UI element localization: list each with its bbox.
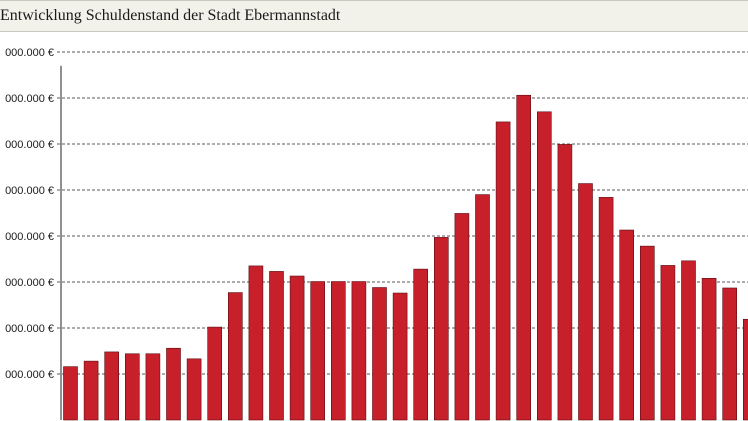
y-tick-label: 000.000 €	[5, 323, 54, 335]
bar	[228, 292, 243, 421]
bar	[104, 351, 119, 421]
tick-label-layer: 000.000 € 000.000 € 000.000 € 000.000 € 000.…	[5, 47, 54, 381]
bar	[372, 287, 387, 421]
y-tick-label: 000.000 €	[5, 139, 54, 151]
y-tick-label: 000.000 €	[5, 185, 54, 197]
bar	[516, 94, 532, 421]
bar	[433, 237, 449, 421]
bar	[742, 318, 748, 421]
bar	[536, 111, 552, 421]
bar	[681, 260, 696, 421]
bar	[63, 366, 78, 421]
y-tick-label: 000.000 €	[5, 93, 54, 105]
bar	[125, 353, 140, 421]
bar	[207, 326, 222, 421]
bar	[660, 265, 676, 421]
bar	[639, 245, 655, 421]
bar	[578, 183, 593, 421]
bar	[454, 213, 470, 421]
bar	[701, 278, 717, 421]
y-tick-label: 000.000 €	[5, 369, 54, 381]
bar	[186, 358, 202, 421]
bar	[495, 121, 511, 421]
bar	[166, 347, 181, 421]
bar	[392, 292, 408, 421]
bar	[248, 265, 264, 421]
title-bar: Entwicklung Schuldenstand der Stadt Eber…	[0, 0, 748, 32]
chart-title: Entwicklung Schuldenstand der Stadt Eber…	[0, 7, 341, 24]
bar	[619, 229, 635, 421]
bar	[351, 281, 367, 421]
bar-layer	[63, 94, 748, 421]
bar	[330, 281, 346, 421]
y-tick-label: 000.000 €	[5, 231, 54, 243]
bar	[413, 268, 429, 421]
bar	[83, 360, 99, 421]
y-tick-label: 000.000 €	[5, 47, 54, 59]
bar	[269, 271, 284, 421]
bar	[475, 194, 490, 421]
bar	[557, 144, 573, 421]
bar	[289, 275, 305, 421]
bar	[145, 353, 161, 421]
bar	[310, 281, 326, 421]
bar	[598, 197, 614, 421]
bar	[722, 287, 738, 421]
y-tick-label: 000.000 €	[5, 277, 54, 289]
